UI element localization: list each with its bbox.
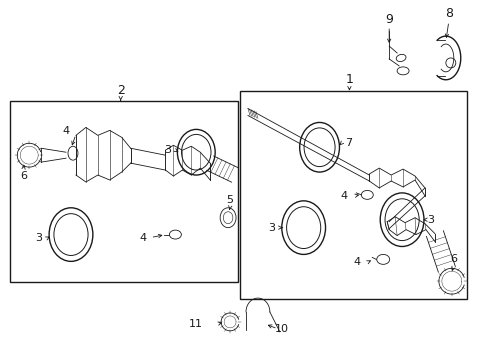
Bar: [10, 100, 238, 282]
Text: 2: 2: [117, 84, 124, 97]
Text: 3: 3: [269, 222, 275, 233]
Text: 5: 5: [226, 195, 234, 205]
Text: 3: 3: [427, 215, 435, 225]
Text: 10: 10: [275, 324, 289, 334]
Text: 4: 4: [354, 257, 361, 267]
Text: 4: 4: [139, 233, 146, 243]
Text: 7: 7: [345, 138, 352, 148]
Text: 3: 3: [164, 145, 171, 155]
Text: 11: 11: [189, 319, 203, 329]
Text: 4: 4: [341, 191, 348, 201]
Text: 6: 6: [450, 255, 457, 264]
Text: 6: 6: [20, 171, 27, 181]
Text: 8: 8: [445, 7, 453, 20]
Text: 9: 9: [385, 13, 393, 26]
Bar: [240, 91, 467, 299]
Text: 3: 3: [36, 233, 43, 243]
Text: 4: 4: [62, 126, 70, 136]
Text: 1: 1: [345, 73, 353, 86]
